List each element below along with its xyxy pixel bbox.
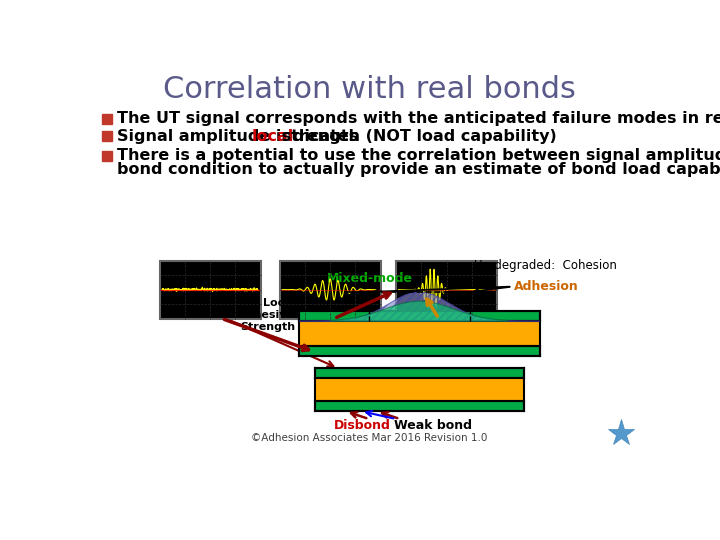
Text: Weak bond: Weak bond [394, 418, 472, 431]
Bar [300, 311, 539, 321]
Bar [315, 368, 524, 378]
Text: Adhesion: Adhesion [514, 280, 579, 293]
Bar [315, 401, 524, 411]
Bar [300, 346, 539, 356]
Bar [396, 261, 497, 319]
Bar [160, 261, 261, 319]
Text: Mixed-mode: Mixed-mode [326, 272, 413, 285]
Text: The UT signal corresponds with the anticipated failure modes in real bonds: The UT signal corresponds with the antic… [117, 111, 720, 126]
Text: local: local [251, 129, 294, 144]
Text: Local
Adhesive
Strength: Local Adhesive Strength [238, 298, 295, 333]
Text: ©Adhesion Associates Mar 2016 Revision 1.0: ©Adhesion Associates Mar 2016 Revision 1… [251, 433, 487, 443]
Text: Un-degraded:  Cohesion: Un-degraded: Cohesion [474, 259, 616, 272]
Text: There is a potential to use the correlation between signal amplitude and: There is a potential to use the correlat… [117, 148, 720, 163]
Polygon shape [300, 292, 539, 321]
Text: Disbond: Disbond [334, 418, 391, 431]
Bar [315, 378, 524, 401]
Bar [280, 261, 381, 319]
Bar [300, 321, 539, 346]
Text: Signal amplitude indicates: Signal amplitude indicates [117, 129, 364, 144]
Polygon shape [330, 301, 508, 321]
Text: bond condition to actually provide an estimate of bond load capability: bond condition to actually provide an es… [117, 162, 720, 177]
Text: Correlation with real bonds: Correlation with real bonds [163, 75, 575, 104]
Text: strength (NOT load capability): strength (NOT load capability) [276, 129, 557, 144]
